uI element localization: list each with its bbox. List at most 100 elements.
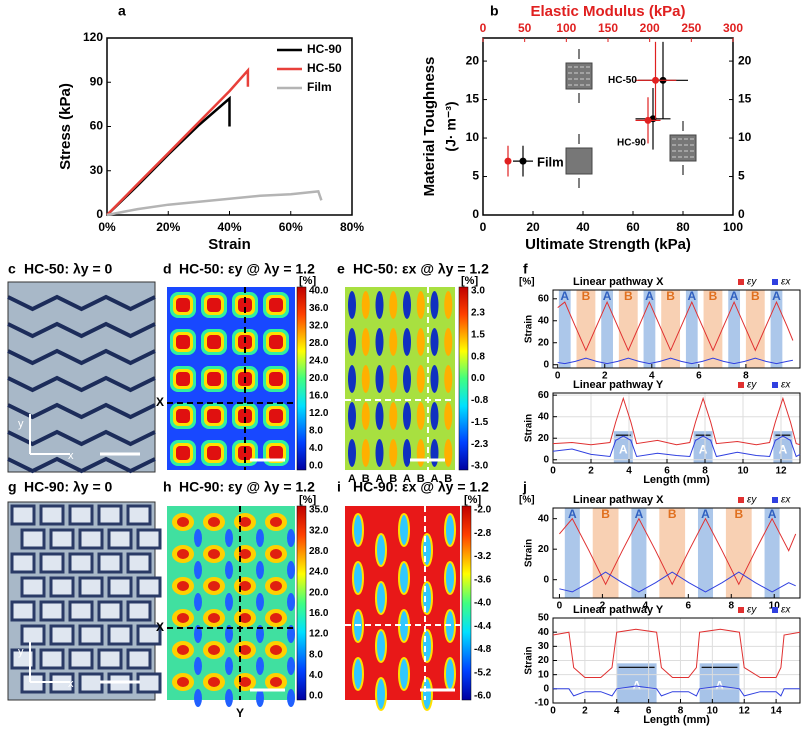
band-label: B [668,507,677,521]
map-blob [352,513,364,547]
panel-title: HC-90: λy = 0 [24,479,113,495]
pattern-cell [97,504,123,526]
map-blob [208,645,220,655]
pattern-cell [78,528,104,550]
plot-frame [106,37,353,216]
band-label: B [709,289,718,303]
map-blob [430,328,439,356]
y-tick-label: 120 [83,30,103,44]
band [659,508,686,598]
x-tick-label: 6 [646,706,652,717]
map-blob [416,439,425,467]
map-blob [225,625,233,643]
x-tick-label: 8 [743,371,749,382]
panel-label: f [523,261,528,277]
map-blob [375,439,384,467]
colorbar-label: -3.6 [474,574,492,585]
colorbar-label: 4.0 [309,670,323,681]
band-label: B [734,507,743,521]
map-blob [177,581,189,591]
x-tick-label: 100 [723,220,743,234]
plot-frame [552,507,801,599]
colorbar-label: 16.0 [309,391,329,402]
map-blob [225,657,233,675]
colorbar-label: 3.0 [471,286,485,297]
x-tick-label: 2 [582,706,588,717]
pattern-cell [49,576,75,598]
map-blob [270,613,282,623]
bottom-label: B [444,473,452,485]
map-blob [375,629,387,663]
pattern-cell [39,600,65,622]
map-blob [270,549,282,559]
map [345,287,455,470]
x-tick-label: 60% [279,220,303,234]
map-blob [256,593,264,611]
band-label: B [582,289,591,303]
colorbar-label: 4.0 [309,443,323,454]
series-line [552,396,801,446]
pattern-cell [97,600,123,622]
colorbar-label: 16.0 [309,608,329,619]
legend-label: εx [781,605,791,616]
bottom-label: B [362,473,370,485]
x-tick-label: 0 [550,466,556,477]
map-blob [444,365,453,393]
x-tick-label: 4 [649,371,655,382]
legend-label: εy [747,605,757,616]
map-blob [239,645,251,655]
y-tick-label: 40 [538,513,550,524]
series-line [552,628,801,678]
map-blob [389,402,398,430]
map-blob [348,291,356,319]
series-line [559,571,796,593]
pattern-cell [49,624,75,646]
colorbar [296,505,307,701]
photo [7,281,156,473]
map-blob [270,645,282,655]
panel-label: c [8,261,16,277]
colorbar-label: 1.5 [471,329,485,340]
x-tick-label: 8 [678,706,684,717]
plot-frame [552,289,801,369]
y2-tick-label: 10 [738,130,752,144]
colorbar [461,505,472,701]
colorbar-label: 20.0 [309,373,329,384]
map-blob [361,402,370,430]
y2-tick-label: 20 [738,53,752,67]
band [699,663,740,703]
x-tick-label: 12 [775,466,787,477]
map-blob [270,581,282,591]
band [661,290,681,368]
map-blob [444,513,456,547]
band-label: B [601,507,610,521]
pattern-line [7,402,156,420]
unit-label: [%] [519,495,535,506]
bottom-label: B [389,473,397,485]
pattern-line [7,375,156,393]
pattern-cell [78,576,104,598]
colorbar-label: -6.0 [474,691,492,702]
map-blob [375,365,384,393]
x-tick-label: 6 [664,466,670,477]
y-tick-label: -10 [535,698,550,709]
y-axis-label: Strain [524,646,535,674]
pattern-cell [136,624,162,646]
panel-title: HC-50: εy @ λy = 1.2 [179,261,315,277]
panel-label: g [8,479,17,495]
band-label: A [560,289,569,303]
colorbar-label: 0.0 [309,691,323,702]
pattern-cell [126,600,152,622]
y-tick-label: 20 [538,544,550,555]
colorbar-label: 0.0 [471,373,485,384]
legend-label: εy [747,380,757,391]
band [697,508,714,598]
map-blob [269,446,283,460]
pattern-cell [126,552,152,574]
map-blob [207,446,221,460]
x-axis-label: Length (mm) [643,714,710,726]
pattern-cell [107,576,133,598]
map-blob [208,517,220,527]
map-blob [176,372,190,386]
legend-swatch [738,607,744,613]
